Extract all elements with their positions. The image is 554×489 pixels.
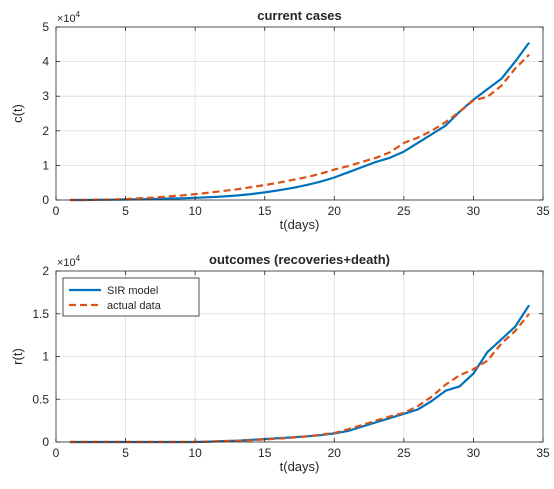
chart2-y-tick-label-3: 1.5	[32, 307, 49, 321]
chart2-x-tick-label-1: 5	[122, 446, 129, 460]
chart2-y-tick-label-0: 0	[42, 435, 49, 449]
chart1-y-multiplier: ×104	[57, 10, 81, 25]
chart2-legend-label-1: SIR model	[107, 285, 158, 297]
chart1-y-tick-label-4: 4	[42, 55, 49, 69]
chart2-y-axis-label: r(t)	[10, 348, 25, 365]
chart1-series-1-line	[69, 41, 530, 202]
chart1-y-tick-label-5: 5	[42, 20, 49, 34]
chart1-plot-area	[56, 27, 543, 200]
chart1-y-tick-label-0: 0	[42, 193, 49, 207]
chart1-x-tick-label-6: 30	[467, 204, 481, 218]
chart1-y-tick-label-1: 1	[42, 158, 49, 172]
chart1-y-tick-label-2: 2	[42, 124, 49, 138]
chart2-legend-label-2: actual data	[107, 300, 162, 312]
chart2-legend-box	[62, 277, 200, 317]
chart1-x-tick-label-7: 35	[536, 204, 550, 218]
chart1-axes-box	[55, 26, 544, 201]
chart1-x-tick-label-1: 5	[122, 204, 129, 218]
chart2: 0 5 10 15 20 25 30 35 0 0.5 1 1.5 2 ×104 outcomes (rec…	[10, 252, 550, 474]
chart2-y-tick-label-4: 2	[42, 264, 49, 278]
chart2-x-tick-label-6: 30	[467, 446, 481, 460]
chart2-x-tick-label-5: 25	[397, 446, 411, 460]
chart2-x-tick-label-4: 20	[328, 446, 342, 460]
chart2-x-tick-label-2: 10	[188, 446, 202, 460]
chart2-x-tick-label-3: 15	[258, 446, 272, 460]
chart2-y-tick-label-2: 1	[42, 350, 49, 364]
chart1-x-axis-label: t(days)	[280, 217, 320, 232]
chart1-x-tick-label-3: 15	[258, 204, 272, 218]
chart2-x-tick-label-7: 35	[536, 446, 550, 460]
chart1-title: current cases	[257, 8, 342, 23]
chart1-x-tick-label-0: 0	[53, 204, 60, 218]
chart1: 0 5 10 15 20 25 30 35 0 1 2 3 4 5 ×104 current cases t(d…	[10, 8, 550, 232]
chart2-legend: SIR model actual data	[62, 277, 200, 317]
chart1-y-axis-label: c(t)	[10, 104, 25, 123]
chart2-y-multiplier: ×104	[57, 254, 81, 269]
chart2-title: outcomes (recoveries+death)	[209, 252, 390, 267]
chart2-x-tick-label-0: 0	[53, 446, 60, 460]
chart1-x-tick-label-2: 10	[188, 204, 202, 218]
chart2-series-2-line	[69, 313, 530, 444]
chart2-x-axis-label: t(days)	[280, 459, 320, 474]
chart1-x-tick-label-5: 25	[397, 204, 411, 218]
chart1-x-tick-label-4: 20	[328, 204, 342, 218]
chart1-series-2-line	[69, 53, 530, 202]
chart2-y-tick-label-1: 0.5	[32, 392, 49, 406]
chart1-y-tick-label-3: 3	[42, 89, 49, 103]
